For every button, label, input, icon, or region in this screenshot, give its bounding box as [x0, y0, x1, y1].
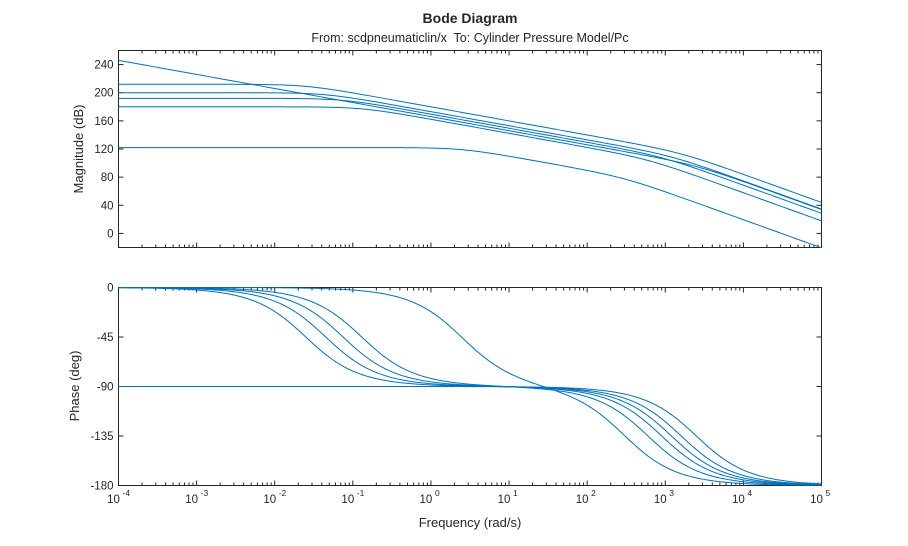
magnitude-series-line [118, 97, 822, 214]
x-tick-label: 103 [654, 488, 674, 506]
x-tick-label: 10-3 [185, 488, 208, 506]
x-axis-label: Frequency (rad/s) [419, 515, 522, 530]
magnitude-axes-frame [118, 50, 822, 248]
magnitude-curves [118, 59, 822, 248]
x-tick-exponent: -2 [279, 488, 287, 498]
magnitude-series-line [118, 106, 822, 222]
magnitude-axis-label: Magnitude (dB) [71, 105, 86, 194]
x-tick-exponent: 4 [747, 488, 752, 498]
magnitude-y-tick-label: 80 [101, 172, 114, 184]
x-tick-base: 10 [107, 494, 120, 506]
magnitude-series-line [118, 147, 822, 248]
phase-y-tick-label: 0 [107, 283, 113, 295]
magnitude-y-tick-label: 160 [94, 116, 113, 128]
x-tick-base: 10 [341, 494, 354, 506]
magnitude-ticks: 0 40 80 120 160 200 240 [94, 50, 822, 248]
chart-subtitle: From: scdpneumaticlin/x To: Cylinder Pre… [311, 31, 628, 45]
magnitude-y-tick-label: 0 [107, 228, 113, 240]
x-tick-label: 104 [732, 488, 752, 506]
x-tick-base: 10 [654, 494, 667, 506]
x-tick-exponent: 5 [826, 488, 831, 498]
magnitude-y-tick-label: 120 [94, 144, 113, 156]
x-tick-base: 10 [420, 494, 433, 506]
phase-series-line [118, 287, 822, 486]
x-tick-exponent: -1 [357, 488, 365, 498]
phase-y-tick-label: -90 [97, 382, 114, 394]
x-tick-base: 10 [263, 494, 276, 506]
x-tick-exponent: 3 [669, 488, 674, 498]
magnitude-y-tick-label: 40 [101, 200, 114, 212]
magnitude-y-tick-label: 200 [94, 88, 113, 100]
x-tick-exponent: 2 [591, 488, 596, 498]
phase-plot: 0 -45 -90 -135 -180 Phase (deg) [67, 283, 822, 493]
x-tick-base: 10 [576, 494, 589, 506]
x-tick-label: 10-2 [263, 488, 286, 506]
phase-axis-label: Phase (deg) [67, 351, 82, 422]
magnitude-y-tick-label: 240 [94, 60, 113, 72]
x-tick-label: 10-4 [107, 488, 130, 506]
x-tick-exponent: 0 [435, 488, 440, 498]
phase-y-tick-label: -135 [90, 431, 113, 443]
x-tick-base: 10 [498, 494, 511, 506]
x-tick-base: 10 [732, 494, 745, 506]
phase-series-line [118, 287, 822, 486]
x-tick-base: 10 [810, 494, 823, 506]
x-tick-exponent: -3 [201, 488, 209, 498]
x-tick-label: 105 [810, 488, 830, 506]
phase-series-line [118, 287, 822, 486]
magnitude-series-line [118, 59, 822, 211]
magnitude-plot: 0 40 80 120 160 200 240 Magnitude (dB) [71, 50, 822, 248]
magnitude-series-line [118, 92, 822, 210]
x-tick-label: 101 [498, 488, 518, 506]
phase-curves [118, 287, 822, 486]
chart-title: Bode Diagram [423, 10, 518, 26]
phase-y-tick-label: -45 [97, 332, 114, 344]
x-tick-label: 10-1 [341, 488, 364, 506]
x-tick-exponent: 1 [513, 488, 518, 498]
magnitude-series-line [118, 83, 822, 203]
x-tick-exponent: -4 [123, 488, 131, 498]
phase-series-line [118, 287, 822, 486]
x-tick-base: 10 [185, 494, 198, 506]
x-tick-label: 100 [420, 488, 440, 506]
phase-y-tick-label: -180 [90, 481, 113, 493]
x-tick-label: 102 [576, 488, 596, 506]
